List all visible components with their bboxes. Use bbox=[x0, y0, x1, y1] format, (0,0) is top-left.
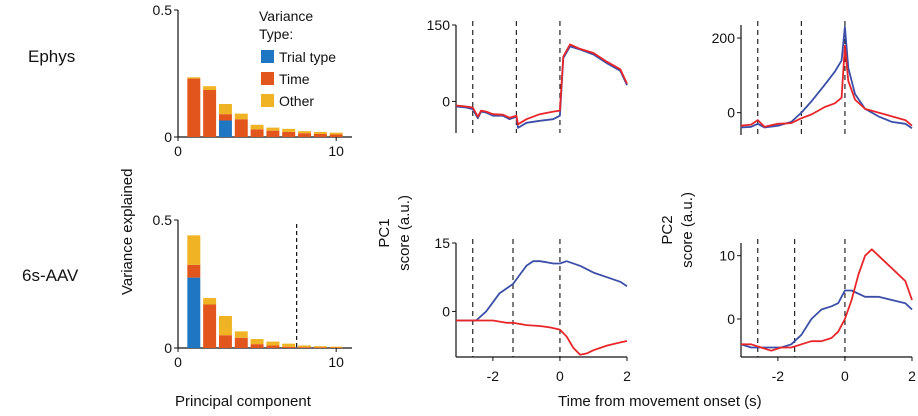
red-trace bbox=[456, 319, 628, 356]
blue-trace bbox=[740, 289, 913, 349]
bar-other-pc10 bbox=[329, 132, 343, 135]
y-tick-label: 0 bbox=[727, 311, 735, 327]
bar-other-pc2 bbox=[203, 298, 217, 305]
y-tick-label: 15 bbox=[434, 235, 450, 251]
bar-time-pc4 bbox=[234, 119, 248, 137]
bar-other-pc7 bbox=[282, 128, 296, 132]
bar-time-pc2 bbox=[203, 304, 217, 348]
bar-time-pc5 bbox=[250, 129, 264, 137]
y-tick-label: 10 bbox=[719, 248, 735, 264]
x-tick-label: 2 bbox=[908, 368, 916, 384]
bar-time-pc9 bbox=[313, 133, 327, 137]
bar-other-pc3 bbox=[218, 316, 232, 336]
bar-time-pc3 bbox=[218, 114, 232, 121]
aav-pc1-panel: 0 15 -2 0 2 bbox=[434, 235, 631, 384]
legend-swatch-time bbox=[261, 72, 274, 85]
x-tick-label: 0 bbox=[174, 143, 182, 159]
bar-time-pc8 bbox=[298, 347, 312, 348]
legend-title-line1: Variance bbox=[259, 8, 313, 24]
bar-other-pc4 bbox=[234, 331, 248, 338]
bar-time-pc9 bbox=[313, 347, 327, 348]
bar-time-pc1 bbox=[187, 264, 201, 278]
ephys-pc2-panel: 0 200 bbox=[712, 21, 913, 135]
bar-other-pc6 bbox=[266, 127, 280, 131]
bar-trial-type-pc1 bbox=[187, 277, 201, 348]
bar-other-pc5 bbox=[250, 124, 264, 130]
x-tick-label: 2 bbox=[623, 368, 631, 384]
bar-other-pc2 bbox=[203, 86, 217, 91]
row-label-aav: 6s-AAV bbox=[22, 266, 79, 285]
y-tick-label: 0 bbox=[442, 303, 450, 319]
x-tick-label: 0 bbox=[841, 368, 849, 384]
y-tick-label: 0 bbox=[727, 105, 735, 121]
bar-time-pc6 bbox=[266, 130, 280, 137]
y-tick-label: 0.5 bbox=[153, 2, 173, 18]
red-trace bbox=[455, 43, 628, 126]
bar-other-pc8 bbox=[298, 131, 312, 134]
y-tick-label: 200 bbox=[712, 30, 736, 46]
variance-y-axis-title: Variance explained bbox=[119, 169, 136, 295]
legend-swatch-trial-type bbox=[261, 50, 274, 63]
pc1-y-axis-title-line2: score (a.u.) bbox=[396, 195, 413, 271]
aav-pc2-panel: 0 10 -2 0 2 bbox=[719, 239, 916, 384]
bar-time-pc4 bbox=[234, 337, 248, 348]
y-tick-label: 0.5 bbox=[153, 212, 173, 228]
x-tick-label: -2 bbox=[487, 368, 500, 384]
aav-variance-panel: 0 0.5 0 10 bbox=[153, 212, 352, 370]
bar-other-pc5 bbox=[250, 339, 264, 345]
x-tick-label: 0 bbox=[174, 354, 182, 370]
bar-other-pc1 bbox=[187, 235, 201, 265]
bar-time-pc3 bbox=[218, 335, 232, 348]
row-label-ephys: Ephys bbox=[28, 47, 75, 66]
bar-trial-type-pc3 bbox=[218, 120, 232, 137]
legend-title-line2: Type: bbox=[259, 26, 293, 42]
legend-label-trial-type: Trial type bbox=[279, 49, 336, 65]
y-tick-label: 0 bbox=[164, 129, 172, 145]
bar-other-pc9 bbox=[313, 131, 327, 134]
y-tick-label: 0 bbox=[164, 340, 172, 356]
blue-trace bbox=[740, 25, 913, 130]
bar-other-pc8 bbox=[298, 345, 312, 348]
legend: Variance Type: Trial type Time Other bbox=[259, 8, 336, 109]
bar-other-pc9 bbox=[313, 346, 327, 348]
x-tick-label: 0 bbox=[556, 368, 564, 384]
bar-other-pc7 bbox=[282, 343, 296, 347]
bar-time-pc5 bbox=[250, 344, 264, 348]
ephys-variance-panel: 0 0.5 0 10 bbox=[153, 2, 352, 159]
red-trace bbox=[740, 44, 913, 128]
x-tick-label: -2 bbox=[772, 368, 785, 384]
pc2-y-axis-title-line2: score (a.u.) bbox=[679, 192, 696, 268]
x-tick-label: 10 bbox=[328, 143, 344, 159]
time-x-axis-title: Time from movement onset (s) bbox=[558, 393, 762, 410]
legend-label-time: Time bbox=[279, 71, 310, 87]
bar-time-pc10 bbox=[329, 347, 343, 348]
bar-time-pc10 bbox=[329, 134, 343, 137]
pc2-y-axis-title-line1: PC2 bbox=[659, 215, 676, 244]
bar-time-pc7 bbox=[282, 346, 296, 348]
legend-swatch-other bbox=[261, 94, 274, 107]
ephys-pc1-panel: 0 150 bbox=[427, 17, 628, 133]
bar-time-pc7 bbox=[282, 131, 296, 137]
y-tick-label: 150 bbox=[427, 17, 451, 33]
bar-time-pc2 bbox=[203, 90, 217, 137]
bar-other-pc1 bbox=[187, 77, 201, 79]
bar-other-pc4 bbox=[234, 113, 248, 120]
x-tick-label: 10 bbox=[328, 354, 344, 370]
pc1-y-axis-title-line1: PC1 bbox=[376, 218, 393, 247]
red-trace bbox=[741, 248, 913, 352]
legend-label-other: Other bbox=[279, 93, 314, 109]
bar-time-pc8 bbox=[298, 133, 312, 137]
bar-time-pc6 bbox=[266, 345, 280, 348]
bar-other-pc10 bbox=[329, 346, 343, 348]
pc-x-axis-title: Principal component bbox=[175, 393, 312, 410]
bar-time-pc1 bbox=[187, 78, 201, 137]
bar-other-pc3 bbox=[218, 103, 232, 115]
y-tick-label: 0 bbox=[442, 93, 450, 109]
blue-trace bbox=[456, 260, 628, 322]
bar-other-pc6 bbox=[266, 341, 280, 346]
